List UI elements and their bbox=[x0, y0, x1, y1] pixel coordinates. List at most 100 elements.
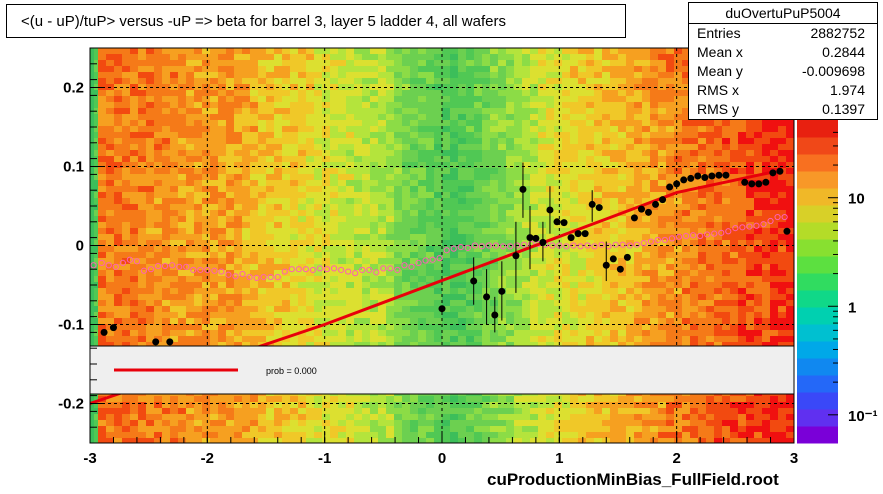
profile-point bbox=[697, 232, 704, 240]
color-scale-bin bbox=[797, 171, 838, 189]
profile-point bbox=[98, 259, 105, 266]
stats-label: Entries bbox=[697, 25, 741, 41]
stats-value: 2882752 bbox=[810, 25, 865, 41]
color-scale-bin bbox=[797, 239, 838, 257]
profile-point bbox=[302, 266, 309, 273]
profile-point bbox=[330, 265, 338, 272]
profile-point bbox=[225, 271, 232, 278]
data-point bbox=[659, 196, 667, 204]
color-scale-bin bbox=[797, 154, 838, 172]
stats-name: duOvertuPuP5004 bbox=[689, 3, 877, 24]
stats-box: duOvertuPuP5004 Entries 2882752 Mean x 0.2… bbox=[688, 2, 878, 120]
profile-point bbox=[499, 243, 507, 250]
z-tick-label: 10 bbox=[848, 191, 865, 208]
profile-point bbox=[563, 243, 570, 250]
profile-point bbox=[767, 217, 774, 225]
profile-point bbox=[140, 267, 148, 274]
profile-point bbox=[450, 245, 457, 252]
profile-point bbox=[239, 270, 246, 278]
data-point bbox=[637, 205, 645, 213]
profile-point bbox=[169, 262, 176, 269]
profile-point bbox=[190, 266, 197, 274]
profile-point bbox=[478, 243, 485, 250]
profile-point bbox=[112, 263, 119, 270]
profile-point bbox=[725, 228, 732, 235]
data-point bbox=[680, 176, 688, 184]
profile-point bbox=[366, 266, 373, 274]
profile-point bbox=[274, 274, 281, 281]
profile-point bbox=[668, 235, 676, 242]
profile-point bbox=[584, 242, 591, 249]
y-tick-label: 0.2 bbox=[63, 80, 84, 97]
profile-point bbox=[126, 256, 133, 263]
x-tick-label: 3 bbox=[790, 450, 798, 467]
x-tick-label: -1 bbox=[318, 450, 331, 467]
profile-point bbox=[675, 233, 683, 240]
data-point bbox=[438, 305, 446, 313]
data-point bbox=[741, 178, 749, 186]
color-scale-bin bbox=[797, 205, 838, 223]
data-point bbox=[470, 277, 478, 285]
data-point bbox=[701, 174, 709, 182]
data-point bbox=[715, 171, 723, 179]
data-point bbox=[581, 230, 589, 238]
color-scale-bin bbox=[797, 307, 838, 325]
profile-point bbox=[689, 232, 697, 239]
profile-point bbox=[133, 258, 141, 265]
profile-point bbox=[154, 262, 162, 270]
data-point bbox=[546, 206, 554, 214]
profile-point bbox=[260, 274, 267, 281]
profile-point bbox=[556, 242, 563, 249]
data-point bbox=[722, 171, 730, 179]
color-scale-bin bbox=[797, 222, 838, 240]
chart-title-box: <(u - uP)/tuP> versus -uP => beta for ba… bbox=[6, 4, 626, 38]
profile-point bbox=[422, 257, 429, 264]
profile-point bbox=[661, 236, 669, 244]
data-point bbox=[498, 287, 506, 295]
profile-point bbox=[281, 268, 288, 275]
profile-point bbox=[359, 266, 366, 274]
color-scale-bin bbox=[797, 273, 838, 291]
data-point bbox=[588, 200, 596, 208]
color-scale-bin bbox=[797, 256, 838, 274]
profile-point bbox=[253, 274, 260, 281]
profile-point bbox=[598, 241, 605, 248]
profile-point bbox=[309, 266, 317, 274]
profile-point bbox=[337, 266, 345, 274]
legend-text: prob = 0.000 bbox=[266, 366, 317, 376]
profile-point bbox=[570, 242, 577, 249]
profile-point bbox=[373, 269, 380, 276]
data-point bbox=[783, 227, 791, 235]
profile-point bbox=[640, 240, 647, 247]
profile-point bbox=[232, 273, 239, 280]
data-point bbox=[526, 234, 534, 242]
data-point bbox=[109, 324, 117, 332]
profile-point bbox=[647, 238, 654, 245]
stats-row: Entries 2882752 bbox=[689, 24, 877, 43]
data-point bbox=[560, 219, 568, 227]
profile-point bbox=[591, 243, 598, 250]
profile-point bbox=[147, 266, 155, 273]
profile-point bbox=[183, 263, 190, 270]
profile-point bbox=[471, 242, 478, 249]
color-scale-bin bbox=[797, 290, 838, 308]
stats-label: Mean y bbox=[697, 63, 743, 79]
profile-point bbox=[521, 241, 528, 248]
stats-label: RMS x bbox=[697, 82, 739, 98]
data-point bbox=[769, 169, 777, 177]
profile-point bbox=[197, 266, 204, 274]
footer-filename: cuProductionMinBias_FullField.root bbox=[487, 470, 779, 489]
profile-point bbox=[612, 241, 619, 248]
y-tick-label: -0.1 bbox=[58, 317, 84, 334]
profile-point bbox=[387, 265, 394, 272]
profile-point bbox=[295, 266, 302, 273]
z-tick-label: 1 bbox=[848, 299, 856, 316]
profile-point bbox=[394, 266, 401, 274]
data-point bbox=[595, 204, 603, 212]
color-scale-bin bbox=[797, 426, 838, 444]
profile-point bbox=[267, 274, 274, 281]
profile-point bbox=[626, 242, 633, 249]
profile-point bbox=[457, 243, 464, 251]
stats-value: 0.1397 bbox=[822, 101, 865, 117]
